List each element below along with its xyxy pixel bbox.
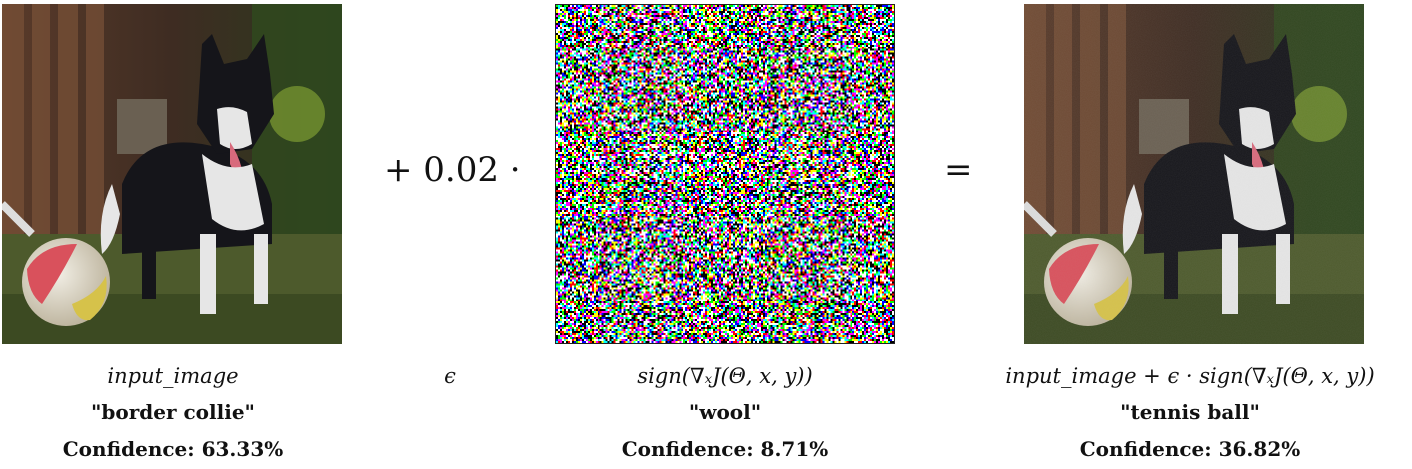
- gradient-sign-expression: sign(∇ₓJ(Θ, x, y)): [637, 364, 813, 388]
- epsilon-symbol: ϵ: [444, 364, 456, 388]
- noise-pattern: [556, 5, 894, 343]
- perturbation-noise-image: [555, 4, 895, 344]
- dog-photo: [2, 4, 342, 344]
- input-image: [2, 4, 342, 344]
- noise-prediction-label: "wool": [688, 400, 762, 424]
- equals-operator: =: [944, 150, 973, 190]
- output-prediction-label: "tennis ball": [1120, 400, 1260, 424]
- adversarial-dog-photo: [1024, 4, 1364, 344]
- adversarial-expression: input_image + ϵ · sign(∇ₓJ(Θ, x, y)): [1005, 364, 1375, 388]
- noise-confidence: Confidence: 8.71%: [621, 437, 829, 461]
- plus-epsilon-operator: + 0.02 ·: [384, 150, 521, 190]
- input-image-expression: input_image: [107, 364, 239, 388]
- output-confidence: Confidence: 36.82%: [1079, 437, 1301, 461]
- adversarial-image: [1024, 4, 1364, 344]
- input-confidence: Confidence: 63.33%: [62, 437, 284, 461]
- input-prediction-label: "border collie": [91, 400, 255, 424]
